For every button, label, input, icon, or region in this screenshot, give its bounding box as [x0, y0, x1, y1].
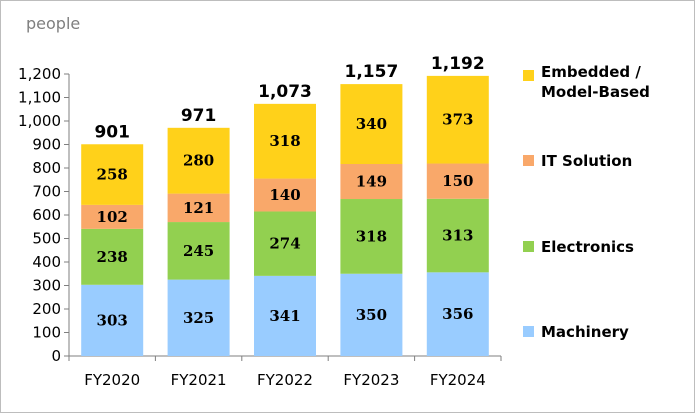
data-label: 341 — [269, 307, 300, 325]
data-label: 313 — [442, 227, 473, 245]
bar-segment-embedded-model-based — [167, 127, 230, 194]
bar-segment-it-solution — [426, 163, 489, 199]
y-tick-label: 300 — [32, 277, 61, 295]
total-label: 901 — [94, 122, 130, 142]
total-label: 1,073 — [258, 82, 312, 102]
bar-segment-it-solution — [340, 164, 403, 200]
legend-swatch — [523, 70, 534, 81]
bar-segment-machinery — [81, 284, 144, 356]
x-tick-label: FY2021 — [171, 371, 227, 389]
data-label: 149 — [356, 173, 387, 191]
data-label: 140 — [269, 186, 300, 204]
bar-segment-it-solution — [167, 193, 230, 223]
x-tick-label: FY2024 — [430, 371, 486, 389]
bar-segment-electronics — [254, 211, 316, 276]
bar-segment-electronics — [167, 222, 230, 280]
y-tick-label: 200 — [32, 300, 61, 318]
data-label: 325 — [183, 309, 214, 327]
data-label: 150 — [442, 172, 473, 190]
total-label: 1,192 — [431, 54, 485, 74]
legend-swatch — [523, 155, 534, 166]
y-tick-label: 600 — [32, 206, 61, 224]
data-label: 245 — [183, 242, 214, 260]
bar-segment-it-solution — [81, 204, 144, 229]
unit-label: people — [26, 14, 80, 33]
total-label: 971 — [181, 106, 217, 126]
y-tick-label: 400 — [32, 253, 61, 271]
y-tick-label: 800 — [32, 159, 61, 177]
x-tick-label: FY2023 — [343, 371, 399, 389]
legend-entry: Machinery — [541, 323, 629, 341]
legend-entry: Electronics — [541, 238, 634, 256]
y-tick-label: 1,100 — [18, 89, 61, 107]
total-label: 1,157 — [345, 62, 399, 82]
bar-segment-electronics — [340, 199, 403, 274]
y-tick-label: 500 — [32, 230, 61, 248]
bar-segment-embedded-model-based — [254, 103, 316, 179]
legend-swatch — [523, 241, 534, 252]
data-label: 350 — [356, 306, 387, 324]
bar-segment-machinery — [340, 273, 403, 356]
legend-entry: IT Solution — [541, 152, 632, 170]
data-label: 258 — [97, 166, 128, 184]
data-label: 238 — [97, 248, 128, 266]
bar-segment-electronics — [426, 198, 489, 273]
data-label: 102 — [97, 208, 128, 226]
y-tick-label: 0 — [51, 347, 61, 365]
y-tick-label: 1,000 — [18, 112, 61, 130]
data-label: 318 — [269, 132, 300, 150]
bar-segment-embedded-model-based — [426, 75, 489, 164]
data-label: 318 — [356, 227, 387, 245]
y-tick-label: 100 — [32, 324, 61, 342]
bar-segment-machinery — [254, 275, 316, 356]
data-label: 121 — [183, 199, 214, 217]
x-tick-label: FY2022 — [257, 371, 313, 389]
bar-segment-it-solution — [254, 178, 316, 212]
bar-segment-embedded-model-based — [340, 84, 403, 165]
y-tick-label: 1,200 — [18, 65, 61, 83]
data-label: 340 — [356, 115, 387, 133]
bar-segment-machinery — [167, 279, 230, 356]
legend-swatch — [523, 326, 534, 337]
y-tick-label: 700 — [32, 183, 61, 201]
legend-entry: Embedded / Model-Based — [541, 63, 650, 101]
bar-segment-embedded-model-based — [81, 144, 144, 205]
data-label: 274 — [269, 235, 300, 253]
data-label: 280 — [183, 152, 214, 170]
data-label: 303 — [97, 311, 128, 329]
data-label: 373 — [442, 111, 473, 129]
data-label: 356 — [442, 305, 473, 323]
x-tick-label: FY2020 — [84, 371, 140, 389]
bar-segment-electronics — [81, 228, 144, 285]
bar-segment-machinery — [426, 272, 489, 356]
y-tick-label: 900 — [32, 136, 61, 154]
